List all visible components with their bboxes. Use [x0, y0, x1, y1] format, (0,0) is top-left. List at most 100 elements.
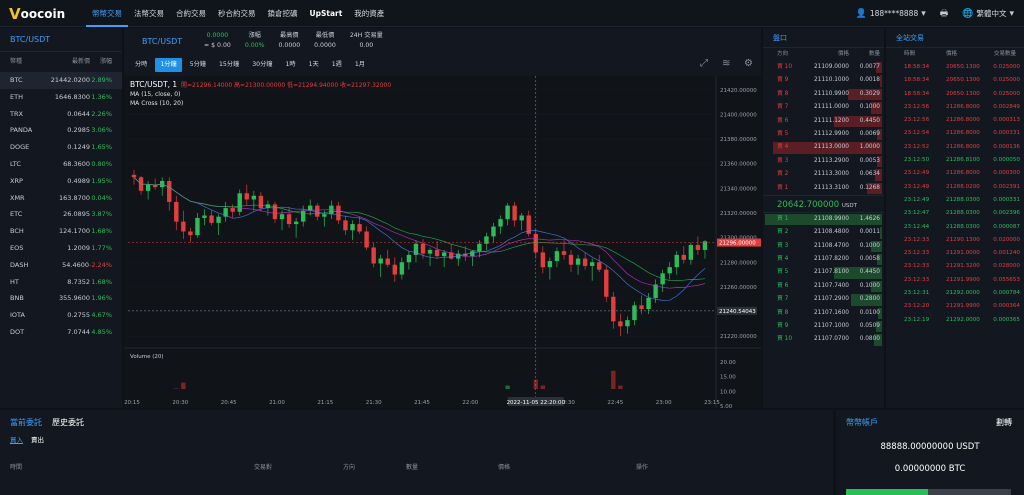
market-row[interactable]: DOT 7.0744 4.85%: [0, 324, 122, 341]
nav-item-2[interactable]: 合約交易: [176, 9, 206, 18]
ticker-stat: 最低價 0.0000: [314, 31, 336, 51]
market-row[interactable]: XMR 163.8700 0.04%: [0, 190, 122, 207]
asks-row[interactable]: 賣 7 21111.0000 0.1000: [763, 101, 884, 114]
market-row[interactable]: ETH 1646.8300 1.36%: [0, 89, 122, 106]
fullscreen-icon[interactable]: ⤢: [700, 58, 708, 69]
time-tick-label: 22:45: [607, 400, 623, 406]
nav-item-3[interactable]: 秒合約交易: [218, 9, 256, 18]
market-row[interactable]: HT 8.7352 1.68%: [0, 274, 122, 291]
market-change: 4.67%: [91, 311, 112, 320]
asks-row[interactable]: 賣 6 21111.1200 0.4450: [763, 115, 884, 128]
language-selector[interactable]: 🌐 繁體中文 ▾: [962, 8, 1014, 19]
market-row[interactable]: XRP 0.4989 1.95%: [0, 173, 122, 190]
ticker-stat: 0.0000 ≈ $ 0.00: [204, 31, 231, 51]
bids-price: 21107.8100: [813, 269, 849, 276]
asks-amount: 0.0053: [859, 157, 880, 164]
trade-price: 21292.0000: [946, 316, 980, 323]
period-3[interactable]: 15分鐘: [219, 61, 240, 68]
market-symbol: BTC: [10, 76, 23, 84]
print-button[interactable]: 🖶: [940, 6, 949, 22]
asks-row[interactable]: 賣 8 21110.9900 0.3029: [763, 88, 884, 101]
period-0[interactable]: 分時: [135, 61, 148, 68]
asks-row[interactable]: 賣 4 21113.0000 1.0000: [763, 141, 884, 154]
period-5[interactable]: 1時: [285, 61, 296, 68]
tab-order-history[interactable]: 歷史委託: [52, 417, 84, 427]
market-row[interactable]: TRX 0.0644 2.26%: [0, 106, 122, 123]
col-time: 時間: [904, 51, 916, 57]
bids-row[interactable]: 買 9 21107.1000 0.0509: [763, 320, 884, 333]
asks-row[interactable]: 賣 3 21113.2900 0.0053: [763, 155, 884, 168]
asks-row[interactable]: 賣 10 21109.0000 0.0077: [763, 61, 884, 74]
period-4[interactable]: 30分鐘: [252, 61, 273, 68]
candle-body: [188, 231, 193, 236]
order-side-filter: 買入 賣出: [0, 434, 833, 446]
asks-row[interactable]: 賣 2 21113.3000 0.0634: [763, 168, 884, 181]
account-panel: 幣幣帳戶 劃轉 88888.00000000 USDT 0.00000000 B…: [836, 410, 1024, 495]
market-row[interactable]: BNB 355.9600 1.96%: [0, 290, 122, 307]
market-row[interactable]: LTC 68.3600 0.80%: [0, 156, 122, 173]
bids-row[interactable]: 買 8 21107.1600 0.0100: [763, 307, 884, 320]
tab-current-orders[interactable]: 當前委託: [10, 417, 42, 427]
market-price: 7.0744: [67, 327, 90, 336]
period-1[interactable]: 1分鐘: [155, 58, 182, 72]
time-tick-label: 22:30: [559, 400, 575, 406]
nav-item-4[interactable]: 鎖倉挖礦: [267, 9, 298, 18]
nav-item-0[interactable]: 幣幣交易: [86, 0, 128, 27]
market-row[interactable]: DASH 54.4600 -2.24%: [0, 257, 122, 274]
asks-level: 賣 2: [777, 171, 789, 178]
bids-row[interactable]: 買 5 21107.8100 0.4450: [763, 266, 884, 279]
period-2[interactable]: 5分鐘: [189, 61, 206, 68]
bids-row[interactable]: 買 6 21107.7400 0.1000: [763, 280, 884, 293]
market-row[interactable]: PANDA 0.2985 3.06%: [0, 122, 122, 139]
candle-body: [695, 245, 701, 250]
ticker-stat-label: 漲幅: [248, 32, 261, 39]
period-6[interactable]: 1天: [308, 61, 319, 68]
market-row[interactable]: EOS 1.2009 1.77%: [0, 240, 122, 257]
bids-row[interactable]: 買 3 21108.4700 0.1000: [763, 240, 884, 253]
bids-row[interactable]: 買 4 21107.8200 0.0058: [763, 253, 884, 266]
bids-row[interactable]: 買 2 21108.4800 0.0011: [763, 226, 884, 239]
market-row[interactable]: IOTA 0.2755 4.67%: [0, 307, 122, 324]
sell-button[interactable]: [928, 489, 1011, 495]
trade-row: 18:58:34 20650.1300 0.025000: [886, 88, 1024, 101]
asks-row[interactable]: 賣 5 21112.9900 0.0069: [763, 128, 884, 141]
trade-row: 18:58:34 20650.1300 0.025000: [886, 74, 1024, 87]
nav-item-1[interactable]: 法幣交易: [134, 9, 164, 18]
bids-row[interactable]: 買 7 21107.2900 0.2800: [763, 293, 884, 306]
settings-gear-icon[interactable]: ⚙: [744, 58, 753, 69]
trade-amount: 0.000300: [993, 170, 1020, 177]
candle-body: [371, 247, 376, 264]
ticker-stat-label: 24H 交易量: [349, 32, 383, 39]
asks-row[interactable]: 賣 9 21110.1000 0.0018: [763, 74, 884, 87]
indicator-icon[interactable]: ≋: [722, 58, 731, 69]
nav-item-5[interactable]: UpStart: [309, 9, 343, 18]
market-symbol: TRX: [10, 109, 23, 118]
bids-row[interactable]: 買 1 21108.9900 1.4626: [763, 213, 884, 226]
user-menu[interactable]: 👤 188****8888 ▾: [856, 9, 926, 19]
period-8[interactable]: 1月: [354, 61, 365, 68]
candlestick-chart[interactable]: 21220.0000021240.0000021260.0000021280.0…: [124, 76, 761, 408]
market-row[interactable]: DOGE 0.1249 1.65%: [0, 139, 122, 156]
candle-body: [406, 254, 412, 263]
filter-buy[interactable]: 買入: [10, 436, 23, 444]
trade-row: 23:12:31 21292.0000 0.000784: [886, 287, 1024, 300]
market-row[interactable]: ETC 26.0895 3.87%: [0, 206, 122, 223]
market-price: 0.4989: [67, 176, 90, 185]
transfer-link[interactable]: 劃轉: [996, 417, 1012, 427]
trade-time: 23:12:54: [904, 130, 930, 137]
market-symbol: XRP: [10, 176, 23, 185]
market-symbol: XMR: [10, 193, 25, 202]
chart-legend: BTC/USDT, 1 開=21296.14000 高=21300.00000 …: [130, 80, 391, 108]
bids-row[interactable]: 買 10 21107.0700 0.0800: [763, 333, 884, 346]
filter-sell[interactable]: 賣出: [31, 436, 44, 444]
nav-item-6[interactable]: 我的資產: [354, 9, 385, 18]
market-row[interactable]: BCH 124.1700 1.68%: [0, 223, 122, 240]
asks-row[interactable]: 賣 1 21113.3100 0.1268: [763, 182, 884, 195]
market-row[interactable]: BTC 21442.0200 2.89%: [0, 72, 122, 89]
period-7[interactable]: 1週: [331, 61, 342, 68]
asks-price: 21110.1000: [813, 77, 849, 84]
col-time: 時間: [10, 464, 23, 471]
logo-mark: V: [9, 5, 21, 23]
market-price: 68.3600: [63, 159, 90, 168]
